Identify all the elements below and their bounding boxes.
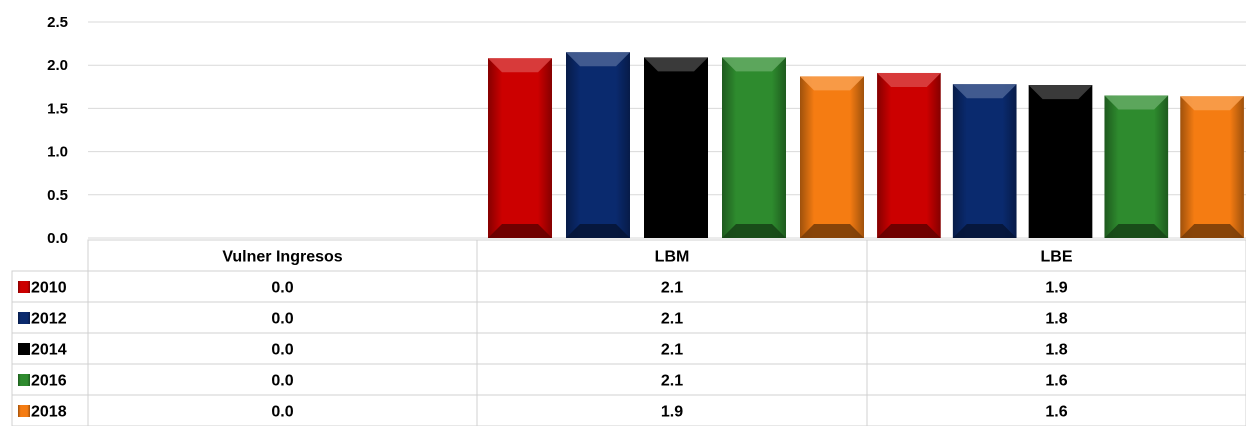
bar-lbe-2014: [1028, 85, 1093, 239]
table-header-lbm: LBM: [655, 249, 690, 266]
data-label-2012-lbm: 2.1: [661, 311, 683, 328]
data-label-2010-lbe: 1.9: [1045, 280, 1067, 297]
data-label-2018-lbm: 1.9: [661, 404, 683, 421]
data-label-2018-lbe: 1.6: [1045, 404, 1067, 421]
y-tick-label-0-5: 0.5: [47, 187, 68, 204]
y-tick-label-1-0: 1.0: [47, 144, 68, 161]
table-header-vulner-ingresos: Vulner Ingresos: [222, 249, 342, 266]
bar-lbm-2016: [722, 57, 786, 239]
data-label-2014-lbe: 1.8: [1045, 342, 1067, 359]
bar-lbm-2018: [800, 76, 864, 238]
data-label-2012-vulner-ingresos: 0.0: [271, 311, 293, 328]
series-label-2010: 2010: [31, 280, 67, 297]
y-tick-label-1-5: 1.5: [47, 100, 68, 117]
series-label-2014: 2014: [31, 342, 67, 359]
bar-lbm-2010: [488, 58, 552, 239]
legend-key-2010: [18, 281, 30, 293]
series-label-2018: 2018: [31, 404, 67, 421]
series-label-2012: 2012: [31, 311, 67, 328]
data-table: Vulner Ingresos LBM LBE 2010 0.0 2.1 1.9 2012 0.…: [11, 239, 1246, 426]
legend-key-2012: [18, 312, 30, 324]
legend-key-2018: [18, 405, 30, 417]
y-tick-label-0-0: 0.0: [47, 230, 68, 247]
bars: [488, 52, 1244, 239]
data-label-2018-vulner-ingresos: 0.0: [271, 404, 293, 421]
series-label-2016: 2016: [31, 373, 67, 390]
y-tick-label-2-0: 2.0: [47, 57, 68, 74]
legend-key-2016: [18, 374, 30, 386]
data-label-2012-lbe: 1.8: [1045, 311, 1067, 328]
data-label-2016-lbe: 1.6: [1045, 373, 1067, 390]
bar-lbe-2018: [1180, 96, 1244, 238]
data-label-2010-vulner-ingresos: 0.0: [271, 280, 293, 297]
bar-lbe-2012: [952, 84, 1017, 238]
data-label-2014-lbm: 2.1: [661, 342, 683, 359]
data-label-2010-lbm: 2.1: [661, 280, 683, 297]
table-header-lbe: LBE: [1041, 249, 1073, 266]
data-label-2016-lbm: 2.1: [661, 373, 683, 390]
y-axis-tick-labels: 0.0 0.5 1.0 1.5 2.0 2.5: [47, 14, 68, 247]
bar-lbm-2014: [644, 57, 708, 239]
data-label-2014-vulner-ingresos: 0.0: [271, 342, 293, 359]
legend-key-2014: [18, 343, 30, 355]
y-tick-label-2-5: 2.5: [47, 14, 68, 31]
table-row: [11, 394, 1246, 426]
bar-lbe-2010: [877, 72, 941, 238]
bar-lbe-2016: [1104, 95, 1169, 238]
bar-lbm-2012: [566, 52, 630, 238]
data-label-2016-vulner-ingresos: 0.0: [271, 373, 293, 390]
